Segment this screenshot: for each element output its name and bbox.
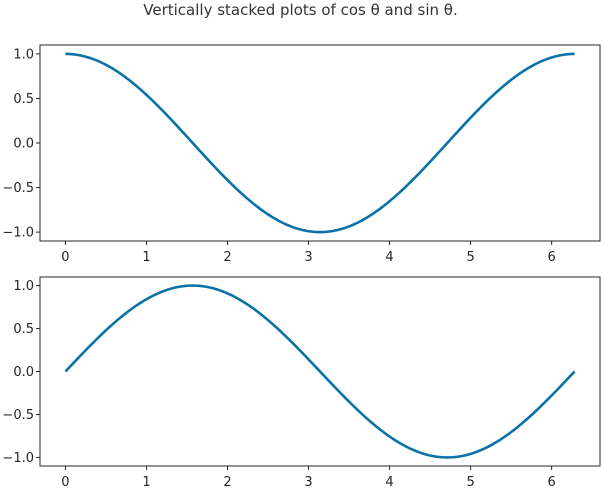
x-tick-label: 0 <box>61 250 69 265</box>
axes-frame <box>39 44 601 242</box>
sin-subplot: 0 1 2 3 4 5 6 −1.0 −0.5 0.0 0.5 1.0 <box>2 276 601 489</box>
x-tick-label: 6 <box>547 250 555 265</box>
figure-title: Vertically stacked plots of cos θ and si… <box>143 1 458 19</box>
sin-line <box>64 284 576 459</box>
y-tick-label: 0.5 <box>13 322 34 337</box>
y-tick-label: −0.5 <box>2 408 34 423</box>
x-tick-label: 5 <box>466 475 474 489</box>
x-tick-label: 2 <box>223 250 231 265</box>
x-tick-label: 0 <box>61 475 69 489</box>
x-tick-label: 5 <box>466 250 474 265</box>
y-tick-label: 0.5 <box>13 92 34 107</box>
x-tick-label: 1 <box>142 475 150 489</box>
y-tick-label: −1.0 <box>2 226 34 241</box>
y-tick-label: 1.0 <box>13 279 34 294</box>
y-tick-label: 1.0 <box>13 47 34 62</box>
y-tick-label: 0.0 <box>13 137 34 152</box>
y-tick-label: 0.0 <box>13 365 34 380</box>
y-tick-label: −0.5 <box>2 181 34 196</box>
x-tick-label: 6 <box>547 475 555 489</box>
x-tick-label: 3 <box>304 250 312 265</box>
x-tick-label: 4 <box>385 250 393 265</box>
x-tick-label: 2 <box>223 475 231 489</box>
x-tick-label: 4 <box>385 475 393 489</box>
y-tick-label: −1.0 <box>2 451 34 466</box>
cos-line <box>65 52 575 234</box>
cos-subplot: 0 1 2 3 4 5 6 −1.0 −0.5 0.0 0.5 1.0 <box>2 44 601 265</box>
x-tick-label: 3 <box>304 475 312 489</box>
x-tick-label: 1 <box>142 250 150 265</box>
